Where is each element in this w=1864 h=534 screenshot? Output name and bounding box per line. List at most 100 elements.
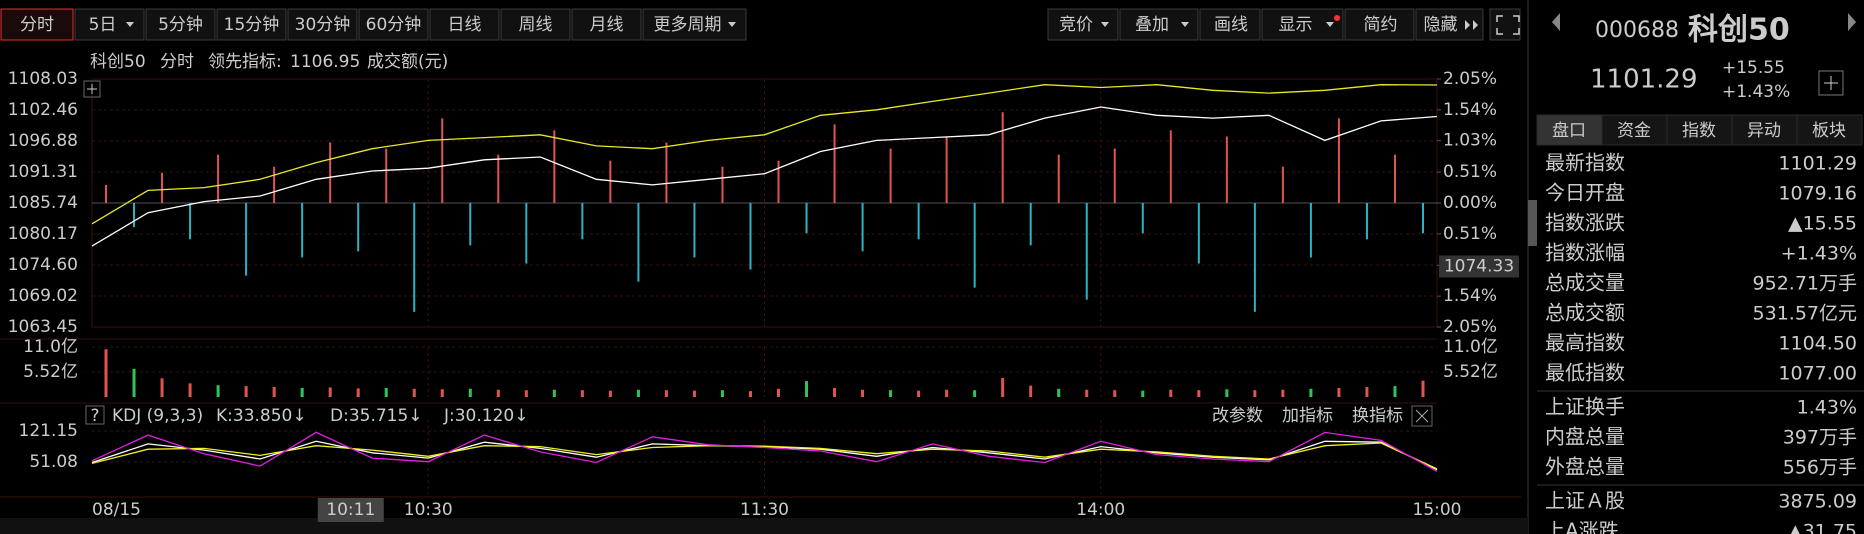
y-tick-label: 1102.46 bbox=[8, 100, 78, 120]
y2-tick-label: 5.52亿 bbox=[1443, 362, 1498, 382]
help-label: ? bbox=[90, 406, 99, 426]
tool-button-label: 画线 bbox=[1214, 15, 1248, 35]
panel-row-label: 最低指数 bbox=[1545, 361, 1625, 385]
tool-button-label: 简约 bbox=[1364, 15, 1398, 35]
bottom-strip bbox=[0, 518, 1528, 534]
help-button[interactable] bbox=[85, 405, 105, 425]
period-tab-label: 周线 bbox=[519, 15, 553, 35]
y2-tick-label: 1.54% bbox=[1443, 100, 1497, 120]
tool-button[interactable] bbox=[1199, 8, 1261, 41]
period-tab[interactable] bbox=[0, 8, 74, 41]
y2-tick-label: 11.0亿 bbox=[1443, 337, 1498, 357]
panel-row-value: +1.43% bbox=[1781, 243, 1857, 265]
panel-row-label: 上证换手 bbox=[1545, 395, 1625, 419]
add-button[interactable] bbox=[83, 80, 101, 98]
panel-tab[interactable] bbox=[1796, 114, 1863, 146]
y2-tick-label: 1.54% bbox=[1443, 286, 1497, 306]
y-tick-label: 1074.60 bbox=[8, 255, 78, 275]
add-watch-button[interactable] bbox=[1818, 70, 1844, 96]
dropdown-arrow bbox=[1181, 22, 1189, 27]
panel-row-value: 556万手 bbox=[1783, 457, 1857, 479]
panel-row-value: 531.57亿元 bbox=[1753, 303, 1857, 325]
cursor-price-box bbox=[1439, 255, 1519, 278]
x-tick-label: 10:30 bbox=[404, 500, 453, 520]
y2-tick-label: 0.51% bbox=[1443, 162, 1497, 182]
period-tab[interactable] bbox=[429, 8, 500, 41]
panel-tab-label: 指数 bbox=[1682, 121, 1716, 141]
close-icon bbox=[1415, 409, 1429, 423]
dropdown-arrow bbox=[1326, 22, 1334, 27]
legend-amount: 成交额(元) bbox=[367, 52, 448, 72]
hide-arrows bbox=[1465, 20, 1478, 30]
prev-arrow[interactable] bbox=[1552, 13, 1560, 31]
tool-button[interactable] bbox=[1344, 8, 1415, 41]
tool-button-label: 显示 bbox=[1279, 15, 1313, 35]
period-tab[interactable] bbox=[642, 8, 747, 41]
add-icon bbox=[87, 84, 97, 94]
panel-row-label: 指数涨跌 bbox=[1545, 211, 1625, 235]
kdj-title: KDJ (9,3,3) bbox=[112, 406, 203, 426]
y-tick-label: 1069.02 bbox=[8, 286, 78, 306]
panel-row-label: 上证Ａ股 bbox=[1545, 489, 1625, 513]
period-tab[interactable] bbox=[358, 8, 429, 41]
dropdown-arrow bbox=[1101, 22, 1109, 27]
period-tab-label: 分时 bbox=[20, 15, 54, 35]
period-tab-label: 5分钟 bbox=[158, 15, 203, 35]
period-tab[interactable] bbox=[287, 8, 358, 41]
stock-change-pct: +1.43% bbox=[1722, 82, 1790, 102]
x-tick-label: 08/15 bbox=[92, 500, 141, 520]
period-tab-label: 30分钟 bbox=[295, 15, 351, 35]
panel-tab[interactable] bbox=[1601, 114, 1668, 146]
close-button[interactable] bbox=[1411, 405, 1433, 427]
panel-row-label: 内盘总量 bbox=[1545, 425, 1625, 449]
panel-tab[interactable] bbox=[1536, 114, 1603, 146]
y-tick-label: 1091.31 bbox=[8, 162, 78, 182]
panel-row-label: 指数涨幅 bbox=[1545, 241, 1625, 265]
add-watch-icon bbox=[1824, 76, 1838, 90]
fullscreen-icon bbox=[1496, 15, 1520, 35]
panel-row-value: 1077.00 bbox=[1778, 363, 1857, 385]
stock-price: 1101.29 bbox=[1590, 65, 1698, 95]
panel-row-label: 最新指数 bbox=[1545, 151, 1625, 175]
fullscreen-button[interactable] bbox=[1489, 8, 1521, 41]
period-tab[interactable] bbox=[74, 8, 145, 41]
panel-row-label: 上A涨跌 bbox=[1545, 519, 1619, 534]
period-tab[interactable] bbox=[145, 8, 216, 41]
period-tab-label: 60分钟 bbox=[366, 15, 422, 35]
panel-row-value: 1101.29 bbox=[1778, 153, 1857, 175]
next-arrow[interactable] bbox=[1848, 13, 1856, 31]
period-tab[interactable] bbox=[216, 8, 287, 41]
panel-tab-label: 资金 bbox=[1617, 121, 1651, 141]
tool-button[interactable] bbox=[1415, 8, 1484, 41]
legend-name: 科创50 bbox=[90, 52, 146, 72]
period-tab-label: 月线 bbox=[590, 15, 624, 35]
kdj-button[interactable]: 换指标 bbox=[1352, 406, 1403, 426]
period-tab-label: 日线 bbox=[448, 15, 482, 35]
period-tab[interactable] bbox=[571, 8, 642, 41]
y-tick-label: 1080.17 bbox=[8, 224, 78, 244]
kdj-line bbox=[91, 431, 1438, 472]
kdj-legend: K:33.850↓ bbox=[216, 406, 307, 426]
stock-code: 000688 bbox=[1595, 18, 1679, 43]
cursor-time-label: 10:11 bbox=[326, 500, 375, 520]
notice-dot bbox=[1334, 15, 1340, 21]
panel-row-value: 3875.09 bbox=[1778, 491, 1857, 513]
panel-tab-label: 板块 bbox=[1812, 121, 1846, 141]
x-tick-label: 14:00 bbox=[1076, 500, 1125, 520]
panel-tab[interactable] bbox=[1666, 114, 1733, 146]
period-tab[interactable] bbox=[500, 8, 571, 41]
panel-row-value: 397万手 bbox=[1783, 427, 1857, 449]
panel-row-value: 1079.16 bbox=[1778, 183, 1857, 205]
tool-button-label: 叠加 bbox=[1135, 15, 1169, 35]
kdj-button[interactable]: 改参数 bbox=[1212, 406, 1263, 426]
cursor-price-label: 1074.33 bbox=[1444, 256, 1514, 276]
collapse-handle[interactable] bbox=[1528, 200, 1537, 246]
period-tab-label: 5日 bbox=[89, 15, 117, 35]
kdj-button[interactable]: 加指标 bbox=[1282, 406, 1333, 426]
kdj-legend: D:35.715↓ bbox=[330, 406, 423, 426]
y-tick-label: 5.52亿 bbox=[23, 362, 78, 382]
legend-indicator: 领先指标: bbox=[208, 52, 282, 72]
panel-row-label: 总成交量 bbox=[1545, 271, 1625, 295]
stock-change: +15.55 bbox=[1722, 58, 1785, 78]
